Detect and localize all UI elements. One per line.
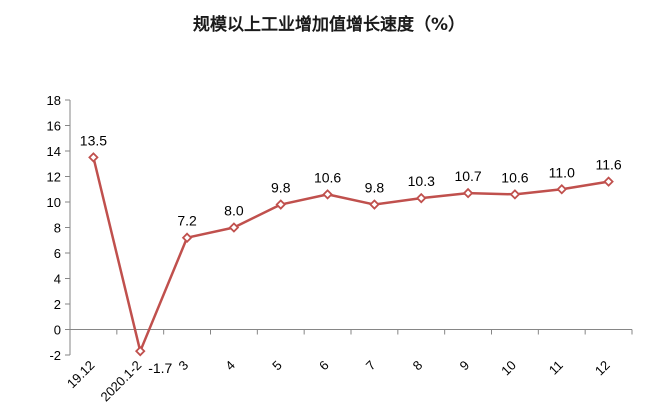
data-point-marker <box>88 152 99 163</box>
y-tick-label: 2 <box>54 297 61 312</box>
x-tick-label: 5 <box>269 358 285 374</box>
x-tick-label: 8 <box>410 358 426 374</box>
data-label: 9.8 <box>365 180 385 196</box>
data-point-marker <box>603 176 614 187</box>
data-label: 11.0 <box>549 164 575 180</box>
series-line <box>92 157 609 353</box>
y-tick-label: 12 <box>47 170 61 185</box>
y-tick-label: 0 <box>54 323 61 338</box>
y-tick-label: 6 <box>54 246 61 261</box>
series: 13.5 -1.7 7.2 8.0 9.8 10.6 9.8 10.3 10.7 10.6 11.0… <box>80 132 622 376</box>
x-tick-label: 7 <box>363 358 379 374</box>
x-tick-label: 19.12 <box>64 358 98 392</box>
data-point-marker <box>415 192 427 204</box>
data-label: 9.8 <box>271 180 291 196</box>
data-point-marker <box>275 199 287 210</box>
data-point-marker <box>134 345 146 357</box>
y-axis: -2 0 2 4 6 8 10 12 14 16 18 <box>47 93 71 363</box>
data-label: 10.6 <box>314 169 341 185</box>
y-tick-label: 8 <box>54 221 61 236</box>
data-label: -1.7 <box>148 360 172 376</box>
y-tick-label: 16 <box>47 119 61 134</box>
data-label: 10.3 <box>408 173 435 189</box>
data-label: 11.6 <box>595 157 621 173</box>
y-tick-label: 18 <box>47 93 61 108</box>
data-point-marker <box>369 199 380 210</box>
chart-title: 规模以上工业增加值增长速度（%） <box>192 15 466 35</box>
data-label: 10.7 <box>454 168 481 184</box>
x-tick-label: 6 <box>316 358 332 374</box>
x-tick-label: 2020.1-2 <box>97 358 144 405</box>
data-point-marker <box>509 189 521 200</box>
data-label: 13.5 <box>80 132 107 148</box>
data-point-marker <box>462 187 474 199</box>
data-label: 7.2 <box>177 213 197 229</box>
data-point-marker <box>322 189 333 200</box>
y-tick-label: 14 <box>47 144 61 159</box>
x-tick-label: 12 <box>592 358 613 379</box>
data-point-marker <box>228 222 240 233</box>
x-tick-label: 3 <box>175 358 191 374</box>
data-point-marker <box>181 232 193 243</box>
x-tick-label: 10 <box>498 358 519 379</box>
x-tick-label: 9 <box>456 358 472 374</box>
x-tick-label: 11 <box>546 358 566 378</box>
y-tick-label: 10 <box>47 195 61 210</box>
y-tick-label: 4 <box>54 272 61 287</box>
data-point-marker <box>556 183 568 195</box>
y-tick-label: -2 <box>49 348 61 363</box>
data-label: 10.6 <box>501 169 528 185</box>
x-tick-label: 4 <box>222 358 238 374</box>
data-label: 8.0 <box>224 203 244 219</box>
